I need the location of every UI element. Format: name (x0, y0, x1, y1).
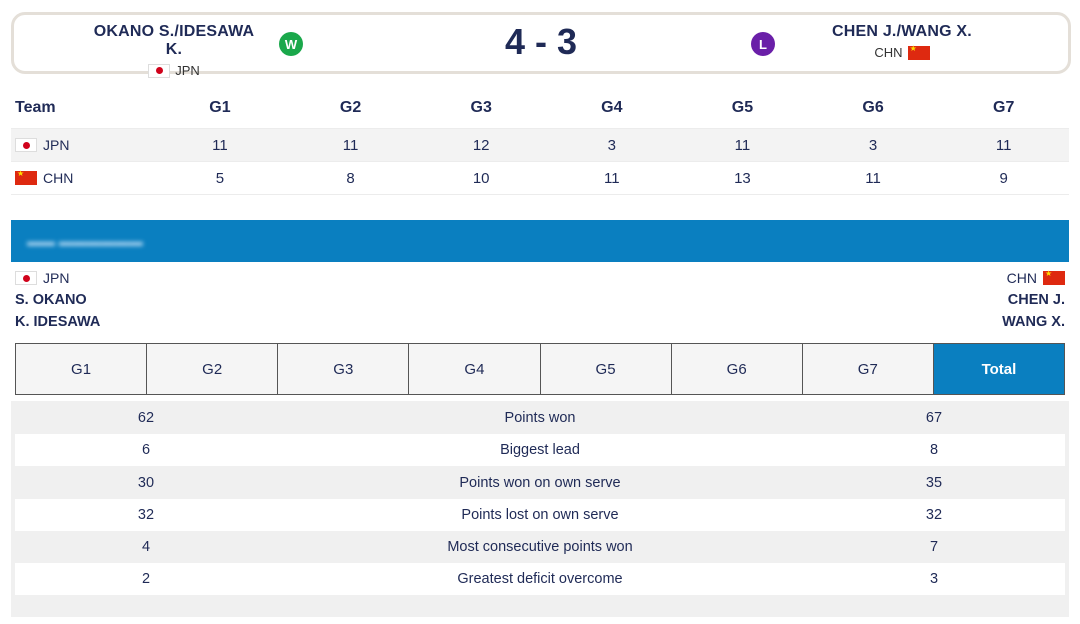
score-cell: 5 (215, 169, 225, 187)
japan-flag-icon (15, 138, 37, 152)
right-players-country: CHN (1006, 270, 1037, 286)
player-name: WANG X. (1002, 314, 1065, 330)
china-flag-icon (15, 169, 37, 185)
tab-total[interactable]: Total (933, 344, 1064, 394)
row-team: CHN (43, 170, 74, 186)
stat-right-value: 35 (925, 475, 943, 491)
stat-left-value: 4 (141, 539, 151, 555)
row-team: JPN (43, 137, 70, 153)
header-g7: G7 (993, 99, 1015, 116)
stat-left-value: 32 (137, 507, 155, 523)
stat-label: Points won on own serve (459, 475, 621, 491)
stat-row: 2 Greatest deficit overcome 3 (15, 563, 1065, 595)
header-team: Team (15, 99, 56, 116)
match-score: 4 - 3 (504, 21, 578, 62)
stat-row: 62 Points won 67 (15, 402, 1065, 434)
header-g1: G1 (209, 99, 231, 116)
score-cell: 13 (734, 169, 751, 187)
banner-blurred-text: ▬▬ ▬▬▬▬▬▬ (27, 233, 143, 249)
table-row: CHN 5 8 10 11 13 11 9 (11, 161, 1069, 195)
section-banner: ▬▬ ▬▬▬▬▬▬ (11, 220, 1069, 262)
player-name: CHEN J. (1007, 292, 1065, 308)
score-cell: 3 (868, 136, 878, 154)
game-tabs: G1 G2 G3 G4 G5 G6 G7 Total (15, 343, 1065, 395)
score-cell: 3 (607, 136, 616, 154)
right-team-country: CHN (874, 45, 903, 60)
left-team-country: JPN (175, 63, 200, 78)
stat-label: Points won (504, 410, 576, 426)
stat-right-value: 7 (929, 539, 939, 555)
game-scores-table: Team G1 G2 G3 G4 G5 G6 G7 JPN 11 11 12 3… (11, 88, 1069, 195)
tab-g3[interactable]: G3 (278, 344, 410, 394)
score-cell: 9 (999, 169, 1008, 187)
tab-g5[interactable]: G5 (540, 344, 672, 394)
left-players: JPN S. OKANO K. IDESAWA (15, 270, 100, 330)
score-cell: 11 (342, 136, 359, 154)
left-players-country: JPN (43, 270, 70, 286)
match-scorecard: OKANO S./IDESAWA K. JPN W 4 - 3 L CHEN J… (11, 12, 1071, 78)
score-cell: 11 (865, 169, 881, 187)
stat-row: 32 Points lost on own serve 32 (15, 499, 1065, 531)
tab-g1[interactable]: G1 (16, 344, 148, 394)
stat-left-value: 2 (141, 571, 151, 587)
stat-left-value: 62 (137, 410, 155, 426)
stat-left-value: 6 (141, 442, 151, 458)
stat-right-value: 32 (925, 507, 943, 523)
tab-g7[interactable]: G7 (802, 344, 934, 394)
stat-right-value: 3 (929, 571, 939, 587)
header-g3: G3 (470, 99, 492, 116)
score-cell: 11 (212, 136, 228, 154)
score-cell: 11 (734, 136, 751, 154)
score-cell: 8 (346, 169, 355, 187)
header-g4: G4 (601, 99, 623, 116)
score-cell: 10 (472, 169, 490, 187)
right-team: CHEN J./WANG X. CHN (822, 23, 982, 60)
loss-badge: L (751, 32, 775, 56)
stat-label: Most consecutive points won (447, 539, 633, 555)
stat-right-value: 8 (929, 442, 939, 458)
score-cell: 11 (995, 136, 1012, 154)
tab-g4[interactable]: G4 (409, 344, 541, 394)
japan-flag-icon (15, 271, 37, 285)
stat-row: 6 Biggest lead 8 (15, 434, 1065, 466)
stat-label: Biggest lead (500, 442, 580, 458)
score-cell: 12 (472, 136, 490, 154)
stat-right-value: 67 (925, 410, 943, 426)
right-players: CHN CHEN J. WANG X. (1002, 269, 1065, 330)
header-g2: G2 (339, 99, 362, 116)
player-name: K. IDESAWA (15, 314, 101, 330)
right-team-name: CHEN J./WANG X. (832, 23, 972, 40)
tab-g6[interactable]: G6 (671, 344, 803, 394)
tab-g2[interactable]: G2 (147, 344, 279, 394)
japan-flag-icon (148, 63, 171, 78)
stats-panel: 62 Points won 67 6 Biggest lead 8 30 Poi… (11, 401, 1069, 617)
stat-left-value: 30 (137, 475, 155, 491)
score-cell: 11 (604, 169, 620, 187)
left-team: OKANO S./IDESAWA K. JPN (84, 23, 264, 78)
stat-label: Greatest deficit overcome (457, 571, 623, 587)
china-flag-icon (907, 44, 930, 60)
stat-label: Points lost on own serve (461, 507, 619, 523)
player-name: S. OKANO (15, 292, 87, 308)
win-badge: W (279, 32, 303, 56)
table-header: Team G1 G2 G3 G4 G5 G6 G7 (11, 88, 1069, 128)
stat-row: 30 Points won on own serve 35 (15, 467, 1065, 499)
stat-row: 4 Most consecutive points won 7 (15, 531, 1065, 563)
header-g5: G5 (731, 99, 754, 116)
china-flag-icon (1043, 269, 1065, 285)
header-g6: G6 (862, 99, 884, 116)
table-row: JPN 11 11 12 3 11 3 11 (11, 128, 1069, 161)
left-team-name: OKANO S./IDESAWA K. (93, 23, 255, 58)
